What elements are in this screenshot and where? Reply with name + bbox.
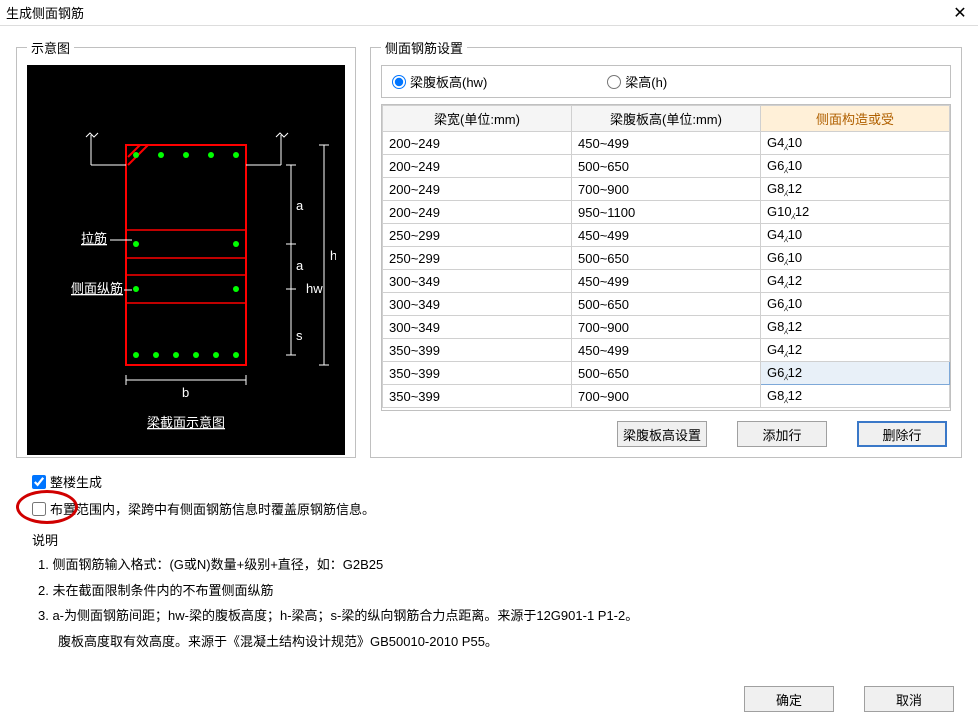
svg-text:h: h <box>330 248 336 263</box>
col-width[interactable]: 梁宽(单位:mm) <box>383 106 572 132</box>
col-hw[interactable]: 梁腹板高(单位:mm) <box>572 106 761 132</box>
table-row[interactable]: 250~299500~650G6⁁10 <box>383 247 950 270</box>
table-cell[interactable]: 300~349 <box>383 293 572 316</box>
table-cell[interactable]: 450~499 <box>572 270 761 293</box>
table-cell[interactable]: 450~499 <box>572 339 761 362</box>
check-whole[interactable] <box>32 475 46 489</box>
table-cell[interactable]: G4⁁12 <box>761 339 950 362</box>
table-cell[interactable]: 200~249 <box>383 155 572 178</box>
table-cell[interactable]: G6⁁10 <box>761 247 950 270</box>
table-cell[interactable]: 350~399 <box>383 339 572 362</box>
svg-text:s: s <box>296 328 303 343</box>
table-row[interactable]: 200~249700~900G8⁁12 <box>383 178 950 201</box>
desc-heading: 说明 <box>32 530 962 549</box>
table-cell[interactable]: 350~399 <box>383 362 572 385</box>
hw-settings-button[interactable]: 梁腹板高设置 <box>617 421 707 447</box>
settings-legend: 侧面钢筋设置 <box>381 38 467 57</box>
table-cell[interactable]: G6⁁10 <box>761 293 950 316</box>
table-cell[interactable]: G8⁁12 <box>761 385 950 408</box>
col-rebar[interactable]: 侧面构造或受 <box>761 106 950 132</box>
table-cell[interactable]: 700~900 <box>572 178 761 201</box>
radio-row: 梁腹板高(hw) 梁高(h) <box>381 65 951 98</box>
diagram-canvas: 拉筋 侧面纵筋 a a hw h s <box>27 65 345 455</box>
table-cell[interactable]: 700~900 <box>572 385 761 408</box>
table-cell[interactable]: G8⁁12 <box>761 316 950 339</box>
svg-text:hw: hw <box>306 281 323 296</box>
table-cell[interactable]: 500~650 <box>572 247 761 270</box>
radio-hw-label[interactable]: 梁腹板高(hw) <box>392 72 487 91</box>
radio-h-label[interactable]: 梁高(h) <box>607 72 667 91</box>
table-row[interactable]: 300~349450~499G4⁁12 <box>383 270 950 293</box>
table-cell[interactable]: 500~650 <box>572 362 761 385</box>
check-overwrite-label[interactable]: 布置范围内，梁跨中有侧面钢筋信息时覆盖原钢筋信息。 <box>32 499 962 518</box>
table-cell[interactable]: 450~499 <box>572 132 761 155</box>
table-cell[interactable]: 300~349 <box>383 316 572 339</box>
desc-line-3: 3. a-为侧面钢筋间距；hw-梁的腹板高度；h-梁高；s-梁的纵向钢筋合力点距… <box>38 606 962 626</box>
desc-line-2: 2. 未在截面限制条件内的不布置侧面纵筋 <box>38 581 962 601</box>
table-row[interactable]: 250~299450~499G4⁁10 <box>383 224 950 247</box>
table-cell[interactable]: 200~249 <box>383 178 572 201</box>
table-row[interactable]: 350~399500~650G6⁁12 <box>383 362 950 385</box>
table-cell[interactable]: 250~299 <box>383 247 572 270</box>
desc-line-1: 1. 侧面钢筋输入格式：(G或N)数量+级别+直径，如：G2B25 <box>38 555 962 575</box>
table-cell[interactable]: G8⁁12 <box>761 178 950 201</box>
table-row[interactable]: 300~349700~900G8⁁12 <box>383 316 950 339</box>
dialog-content: 示意图 <box>0 26 978 720</box>
label-tie: 拉筋 <box>81 231 107 246</box>
table-cell[interactable]: 700~900 <box>572 316 761 339</box>
table-row[interactable]: 350~399700~900G8⁁12 <box>383 385 950 408</box>
table-cell[interactable]: 250~299 <box>383 224 572 247</box>
table-cell[interactable]: 300~349 <box>383 270 572 293</box>
settings-fieldset: 侧面钢筋设置 梁腹板高(hw) 梁高(h) 梁宽(单位:mm) 梁腹板高(单位: <box>370 38 962 458</box>
table-row[interactable]: 200~249950~1100G10⁁12 <box>383 201 950 224</box>
cancel-button[interactable]: 取消 <box>864 686 954 712</box>
table-cell[interactable]: G4⁁10 <box>761 224 950 247</box>
desc-line-3b: 腹板高度取有效高度。来源于《混凝土结构设计规范》GB50010-2010 P55… <box>38 632 962 652</box>
diagram-caption: 梁截面示意图 <box>147 415 225 430</box>
radio-h[interactable] <box>607 75 621 89</box>
delete-row-button[interactable]: 删除行 <box>857 421 947 447</box>
table-cell[interactable]: G4⁁12 <box>761 270 950 293</box>
label-side: 侧面纵筋 <box>71 281 123 296</box>
diagram-fieldset: 示意图 <box>16 38 356 458</box>
table-cell[interactable]: G4⁁10 <box>761 132 950 155</box>
titlebar: 生成侧面钢筋 ✕ <box>0 0 978 26</box>
rebar-table-wrap[interactable]: 梁宽(单位:mm) 梁腹板高(单位:mm) 侧面构造或受 200~249450~… <box>381 104 951 411</box>
table-cell[interactable]: 500~650 <box>572 293 761 316</box>
diagram-legend: 示意图 <box>27 38 74 57</box>
table-cell[interactable]: 450~499 <box>572 224 761 247</box>
table-cell[interactable]: G6⁁12 <box>761 362 950 385</box>
radio-hw[interactable] <box>392 75 406 89</box>
table-row[interactable]: 200~249450~499G4⁁10 <box>383 132 950 155</box>
options-area: 整楼生成 布置范围内，梁跨中有侧面钢筋信息时覆盖原钢筋信息。 <box>16 472 962 526</box>
svg-text:b: b <box>182 385 189 400</box>
table-cell[interactable]: 200~249 <box>383 201 572 224</box>
table-row[interactable]: 300~349500~650G6⁁10 <box>383 293 950 316</box>
rebar-table: 梁宽(单位:mm) 梁腹板高(单位:mm) 侧面构造或受 200~249450~… <box>382 105 950 408</box>
check-overwrite[interactable] <box>32 502 46 516</box>
table-row[interactable]: 350~399450~499G4⁁12 <box>383 339 950 362</box>
svg-text:a: a <box>296 198 304 213</box>
dialog-footer: 确定 取消 <box>16 678 962 712</box>
table-row[interactable]: 200~249500~650G6⁁10 <box>383 155 950 178</box>
description: 说明 1. 侧面钢筋输入格式：(G或N)数量+级别+直径，如：G2B25 2. … <box>16 530 962 657</box>
svg-text:a: a <box>296 258 304 273</box>
table-buttons: 梁腹板高设置 添加行 删除行 <box>381 411 951 447</box>
close-icon[interactable]: ✕ <box>948 3 972 23</box>
table-cell[interactable]: 200~249 <box>383 132 572 155</box>
table-cell[interactable]: 500~650 <box>572 155 761 178</box>
ok-button[interactable]: 确定 <box>744 686 834 712</box>
window-title: 生成侧面钢筋 <box>6 3 948 22</box>
table-cell[interactable]: 350~399 <box>383 385 572 408</box>
table-cell[interactable]: 950~1100 <box>572 201 761 224</box>
table-cell[interactable]: G10⁁12 <box>761 201 950 224</box>
add-row-button[interactable]: 添加行 <box>737 421 827 447</box>
table-cell[interactable]: G6⁁10 <box>761 155 950 178</box>
check-whole-label[interactable]: 整楼生成 <box>32 472 962 491</box>
